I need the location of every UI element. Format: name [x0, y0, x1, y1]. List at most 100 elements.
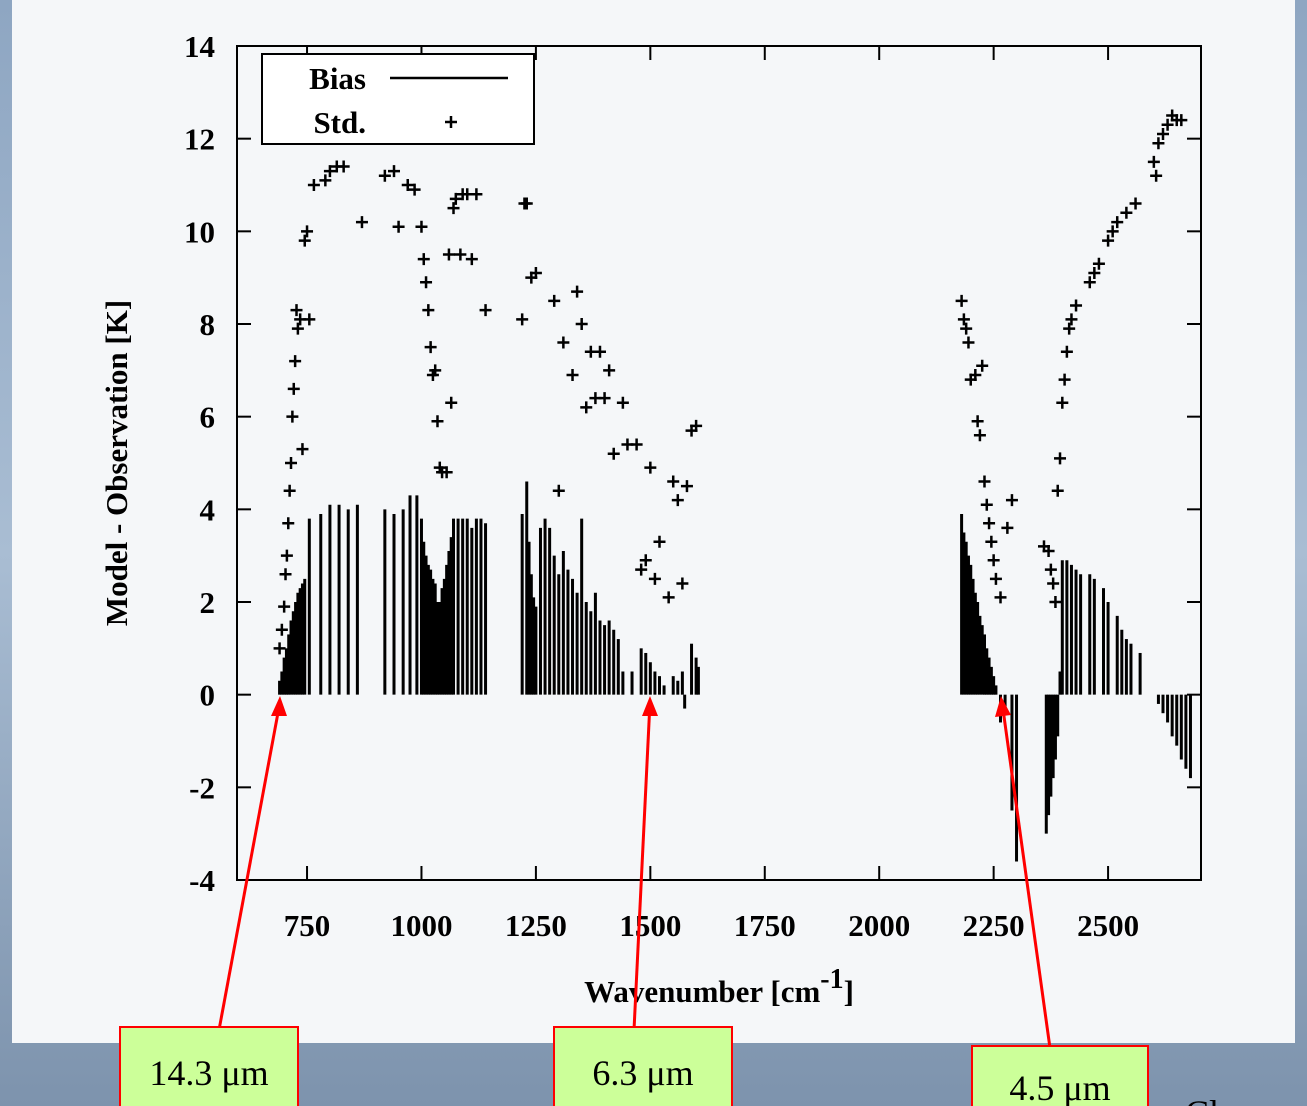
std-point: [1152, 137, 1165, 150]
std-point: [976, 359, 989, 372]
std-point: [286, 410, 299, 423]
annotation-box: [119, 1026, 299, 1106]
x-tick-label: 1500: [619, 908, 681, 943]
std-point: [603, 364, 616, 377]
std-point: [529, 267, 542, 280]
std-point: [415, 220, 428, 233]
std-point: [635, 563, 648, 576]
std-point: [653, 535, 666, 548]
y-tick-label: 0: [200, 678, 216, 713]
std-point: [429, 364, 442, 377]
y-tick-label: 6: [200, 400, 216, 435]
std-point: [971, 415, 984, 428]
std-point: [278, 600, 291, 613]
y-tick-label: 12: [184, 122, 215, 157]
std-point: [955, 294, 968, 307]
std-point: [1063, 322, 1076, 335]
x-axis-label-text: Wavenumber [cm: [584, 974, 820, 1009]
std-point: [1088, 267, 1101, 280]
std-point: [289, 355, 302, 368]
std-point: [580, 401, 593, 414]
std-point: [275, 623, 288, 636]
std-point: [303, 313, 316, 326]
std-point: [301, 225, 314, 238]
std-point: [516, 313, 529, 326]
std-point: [957, 313, 970, 326]
std-point: [644, 461, 657, 474]
std-point: [1111, 216, 1124, 229]
std-point: [1047, 577, 1060, 590]
std-point: [1150, 169, 1163, 182]
y-axis-label: Model - Observation [K]: [99, 300, 134, 626]
std-point: [442, 248, 455, 261]
std-point: [296, 443, 309, 456]
arrow: [217, 701, 282, 1031]
std-point: [1060, 345, 1073, 358]
std-point: [980, 498, 993, 511]
std-point: [1054, 452, 1067, 465]
y-tick-label: 8: [200, 307, 216, 342]
std-point: [639, 554, 652, 567]
legend-label: Std.: [313, 105, 366, 140]
std-point: [1102, 234, 1115, 247]
legend-swatch: [445, 116, 457, 128]
std-point: [1083, 276, 1096, 289]
std-point: [283, 484, 296, 497]
std-point: [1120, 206, 1133, 219]
std-point: [470, 188, 483, 201]
y-tick-label: -4: [189, 863, 215, 898]
std-point: [690, 419, 703, 432]
std-point: [1065, 313, 1078, 326]
x-tick-label: 1750: [734, 908, 796, 943]
std-point: [989, 572, 1002, 585]
std-point: [290, 304, 303, 317]
std-point: [662, 591, 675, 604]
std-point: [307, 179, 320, 191]
std-point: [479, 304, 492, 317]
std-point: [323, 165, 336, 178]
std-point: [1106, 225, 1119, 238]
std-point: [985, 535, 998, 548]
std-point: [962, 336, 975, 349]
std-point: [1092, 257, 1105, 270]
annotation-box: [553, 1026, 733, 1106]
std-point: [1051, 484, 1064, 497]
std-point: [607, 447, 620, 460]
x-tick-label: 2000: [848, 908, 910, 943]
std-point: [401, 179, 414, 191]
std-point: [1147, 155, 1160, 168]
std-point: [408, 183, 421, 196]
std-point: [680, 480, 693, 493]
x-tick-label: 1000: [390, 908, 452, 943]
x-axis-label-tail: ]: [844, 974, 854, 1009]
y-tick-label: 10: [184, 214, 215, 249]
std-point: [449, 192, 462, 205]
std-point: [1056, 396, 1069, 409]
std-point: [420, 276, 433, 289]
annotations: 14.3 μm 6.3 μm 4.5 μm Cl: [119, 696, 1219, 1106]
annotation: 4.5 μm: [1009, 1068, 1110, 1106]
std-point: [648, 572, 661, 585]
std-point: [1129, 197, 1142, 210]
std-point: [465, 253, 478, 266]
std-point: [1058, 373, 1071, 386]
annotation: 6.3 μm: [592, 1053, 693, 1093]
std-point: [1005, 494, 1018, 507]
std-point: [445, 396, 458, 409]
std-point: [454, 248, 467, 261]
std-point: [552, 484, 565, 497]
std-point: [566, 368, 579, 381]
std-point: [520, 197, 533, 210]
std-point: [548, 294, 561, 307]
std-point: [285, 457, 298, 469]
x-tick-label: 2250: [963, 908, 1025, 943]
std-point: [987, 554, 1000, 567]
plot-frame: [236, 45, 1202, 881]
arrow-head: [271, 696, 287, 716]
std-point: [273, 642, 286, 655]
chart-panel: [12, 0, 1295, 1043]
std-point: [422, 304, 435, 317]
std-point: [298, 234, 311, 247]
y-tick-label: 2: [200, 585, 216, 620]
